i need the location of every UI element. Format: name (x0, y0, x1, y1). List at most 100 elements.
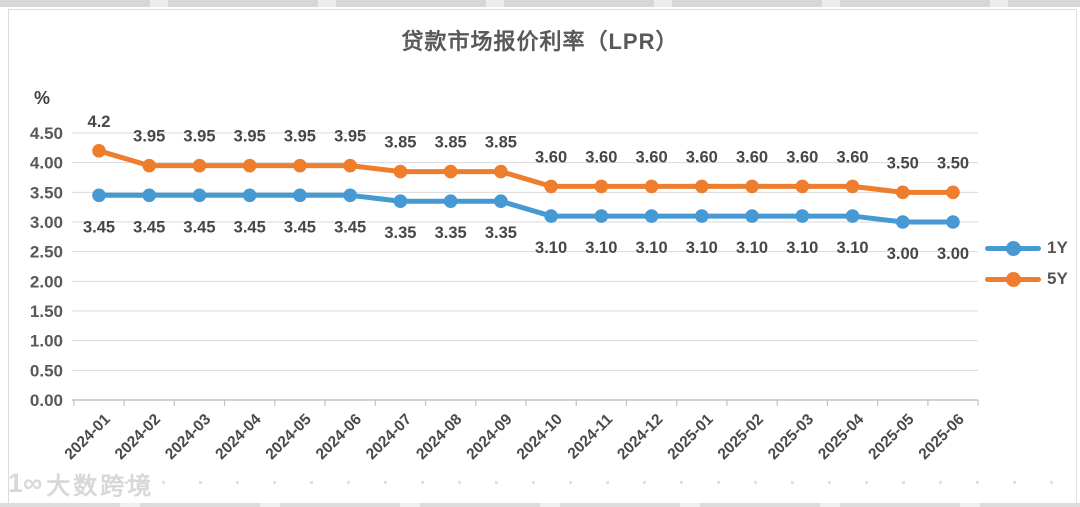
data-point-1y (343, 188, 357, 203)
data-point-5y (845, 179, 860, 194)
data-point-5y (393, 164, 408, 179)
data-point-5y (946, 185, 960, 200)
data-point-5y (192, 158, 207, 173)
data-label-1y: 3.10 (535, 239, 567, 257)
x-tick-label: 2024-10 (514, 411, 566, 463)
chart-legend: 1Y 5Y (985, 236, 1068, 291)
y-tick-label: 2.00 (30, 272, 63, 291)
legend-item-5y: 5Y (985, 267, 1068, 291)
data-point-5y (644, 179, 659, 194)
data-label-5y: 3.95 (133, 128, 165, 146)
data-point-1y (192, 188, 207, 203)
legend-marker-5y (1006, 271, 1021, 287)
legend-label-5y: 5Y (1047, 269, 1068, 288)
x-axis (72, 399, 979, 406)
data-point-1y (745, 209, 759, 223)
data-label-5y: 3.95 (183, 128, 215, 146)
data-label-1y: 3.35 (485, 224, 517, 242)
data-point-5y (242, 158, 257, 173)
watermark-text: 大数跨境 (46, 473, 155, 500)
series-line-5y (96, 148, 956, 195)
data-label-5y: 3.50 (937, 154, 969, 172)
series-1y: 3.45 3.45 3.45 3.45 3.45 3.45 3.35 3.35 3.35 3.10… (83, 188, 969, 263)
x-tick-label: 2024-01 (62, 411, 115, 464)
data-label-1y: 3.45 (234, 218, 266, 236)
data-label-1y: 3.00 (937, 245, 969, 263)
gridlines (72, 132, 978, 371)
data-label-5y: 3.85 (384, 134, 416, 152)
data-point-1y (293, 188, 307, 203)
data-point-5y (142, 158, 157, 173)
x-tick-label: 2025-02 (715, 411, 767, 463)
x-tick-label: 2024-05 (263, 411, 316, 464)
data-label-1y: 3.35 (384, 224, 416, 242)
y-tick-label: 0.50 (30, 361, 63, 380)
x-tick-label: 2024-08 (413, 411, 466, 464)
data-point-1y (494, 194, 508, 209)
data-point-5y (293, 158, 307, 173)
data-point-1y (695, 209, 709, 223)
data-point-5y (745, 179, 759, 194)
series-5y: 4.2 3.95 3.95 3.95 3.95 3.95 3.85 3.85 3.85 3.60 3… (88, 113, 969, 200)
data-label-5y: 3.95 (234, 128, 266, 146)
data-point-5y (895, 185, 910, 200)
data-label-5y: 3.50 (887, 154, 919, 172)
data-label-1y: 3.35 (435, 224, 467, 242)
watermark-logo-icon: 1∞ (8, 468, 43, 498)
series-line-1y (96, 192, 956, 225)
y-axis-labels: 0.00 0.50 1.00 1.50 2.00 2.50 3.00 3.50 4.00 4.50 (30, 124, 63, 410)
y-tick-label: 0.00 (30, 391, 63, 410)
data-label-5y: 3.60 (585, 148, 617, 166)
y-tick-label: 3.00 (30, 213, 63, 232)
legend-line-swatch-1y (985, 240, 1041, 256)
data-point-1y (142, 188, 157, 203)
data-point-1y (393, 194, 408, 209)
data-point-5y (443, 164, 458, 179)
data-point-1y (242, 188, 257, 203)
y-tick-label: 4.50 (30, 124, 63, 143)
chart-title: 贷款市场报价利率（LPR） (401, 29, 679, 54)
data-label-1y: 3.45 (334, 218, 366, 236)
data-label-5y: 4.2 (88, 113, 111, 131)
x-tick-label: 2024-02 (112, 411, 164, 463)
data-label-1y: 3.45 (133, 218, 165, 236)
data-point-5y (695, 179, 709, 194)
data-label-5y: 3.60 (836, 148, 868, 166)
data-point-1y (845, 209, 860, 223)
y-axis-unit-label: % (34, 88, 51, 108)
data-label-1y: 3.10 (686, 239, 718, 257)
x-tick-label: 2025-05 (865, 411, 918, 464)
x-tick-label: 2024-03 (162, 411, 215, 464)
x-tick-label: 2024-04 (212, 411, 265, 464)
y-tick-label: 1.50 (30, 302, 63, 321)
data-label-5y: 3.85 (485, 134, 517, 152)
x-tick-label: 2024-12 (614, 411, 666, 463)
panel-border-top (8, 9, 1077, 10)
data-point-1y (946, 215, 960, 229)
data-point-5y (92, 144, 106, 158)
table-edge-bottom (0, 503, 1080, 507)
data-point-5y (343, 158, 357, 173)
data-point-5y (544, 179, 558, 194)
data-point-1y (795, 209, 810, 223)
x-tick-label: 2024-07 (363, 411, 415, 463)
watermark: 1∞ 大数跨境 (8, 466, 154, 501)
data-point-1y (594, 209, 609, 223)
data-point-5y (494, 164, 508, 179)
x-axis-labels: 2024-012024-022024-032024-042024-052024-… (62, 411, 969, 464)
data-label-1y: 3.10 (585, 239, 617, 257)
data-point-1y (92, 188, 106, 203)
legend-line-swatch-5y (985, 271, 1041, 287)
y-tick-label: 4.00 (30, 154, 63, 173)
data-label-1y: 3.00 (887, 245, 919, 263)
data-label-1y: 3.45 (183, 218, 215, 236)
panel-border-left (8, 9, 9, 503)
legend-item-1y: 1Y (985, 236, 1068, 260)
data-label-5y: 3.60 (535, 148, 567, 166)
data-label-1y: 3.10 (836, 239, 868, 257)
x-tick-label: 2024-06 (313, 411, 366, 464)
legend-marker-1y (1006, 240, 1021, 256)
data-label-1y: 3.10 (736, 239, 768, 257)
